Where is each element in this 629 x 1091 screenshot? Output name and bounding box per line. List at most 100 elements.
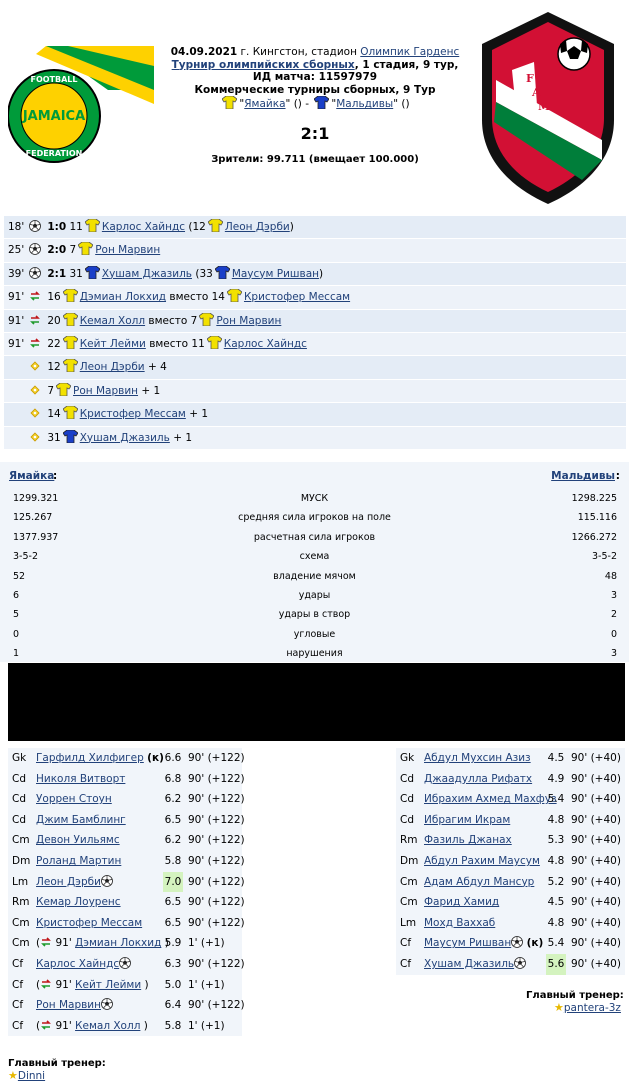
player-position: Cd bbox=[400, 813, 414, 826]
player-link[interactable]: Мохд Ваххаб bbox=[424, 916, 496, 929]
player-link[interactable]: Кристофер Мессам bbox=[36, 916, 143, 929]
stat-row: 6 удары 3 bbox=[0, 590, 629, 609]
stat-home-value: 125.267 bbox=[13, 512, 53, 524]
stat-label: удары bbox=[298, 590, 331, 601]
player-time: 90' (+122) bbox=[188, 772, 245, 785]
stat-label: угловые bbox=[293, 628, 336, 640]
player-number: 14 bbox=[47, 408, 61, 421]
assist-player-link[interactable]: Маусум Ришван bbox=[231, 267, 320, 280]
sub-text: вместо 14 bbox=[169, 291, 225, 304]
player-number: 31 bbox=[47, 431, 61, 444]
assist-icon bbox=[30, 361, 40, 371]
player-link[interactable]: Леон Дэрби bbox=[79, 361, 145, 374]
stat-row: 52 владение мячом 48 bbox=[0, 571, 629, 590]
player-link[interactable]: Хушам Джазиль bbox=[79, 431, 170, 444]
player-time: 90' (+40) bbox=[571, 793, 621, 806]
stadium-link[interactable]: Олимпик Гарденс bbox=[360, 46, 460, 58]
assist-close: ) bbox=[289, 221, 294, 233]
player-link[interactable]: Рон Марвин bbox=[36, 999, 101, 1012]
match-date: 04.09.2021 bbox=[170, 46, 238, 58]
player-link[interactable]: Рон Марвин bbox=[73, 384, 139, 397]
player-time: 90' (+122) bbox=[188, 834, 245, 847]
match-score: 2:1 bbox=[300, 124, 330, 143]
stats-away-team-link[interactable]: Мальдивы bbox=[551, 470, 615, 482]
player-in-link[interactable]: Дэмиан Локхид bbox=[79, 291, 167, 304]
player-link[interactable]: Ибрахим Ахмед Махфуз bbox=[424, 793, 557, 806]
player-link[interactable]: Фарид Хамид bbox=[424, 896, 500, 909]
player-rating: 7.0 bbox=[163, 871, 183, 893]
player-rating: 4.8 bbox=[547, 854, 565, 867]
home-coach-title: Главный тренер: bbox=[8, 1058, 106, 1069]
player-link[interactable]: Кристофер Мессам bbox=[79, 408, 186, 421]
stat-row: 1 нарушения 3 bbox=[0, 648, 629, 667]
teams-line: "Ямайка" () - "Мальдивы" () bbox=[160, 96, 470, 111]
event-row: 91' 22 Кейт Лейми вместо 11 Карлос Хайндс bbox=[4, 332, 626, 357]
home-coach-link[interactable]: Dinni bbox=[17, 1070, 46, 1082]
player-row: Rm Фазиль Джанах 5.3 90' (+40) bbox=[396, 830, 625, 851]
player-time: 90' (+122) bbox=[188, 752, 245, 764]
player-link[interactable]: Карлос Хайндс bbox=[101, 221, 186, 233]
svg-text:JAMAICA: JAMAICA bbox=[22, 109, 85, 124]
sub-text: вместо 11 bbox=[149, 337, 205, 350]
player-rating: 5.3 bbox=[547, 834, 565, 847]
away-shirt-icon bbox=[214, 265, 230, 279]
assist-count: + 1 bbox=[189, 408, 209, 421]
player-position: Dm bbox=[12, 854, 31, 867]
player-position: Cm bbox=[400, 896, 418, 909]
player-link[interactable]: Карлос Хайндс bbox=[36, 957, 120, 970]
assist-player-link[interactable]: Леон Дэрби bbox=[224, 221, 290, 233]
player-link[interactable]: Абдул Рахим Маусум bbox=[424, 854, 540, 867]
player-link[interactable]: Джим Бамблинг bbox=[36, 813, 126, 826]
player-link[interactable]: Леон Дэрби bbox=[36, 875, 101, 888]
player-link[interactable]: Адам Абдул Мансур bbox=[424, 875, 535, 888]
player-link[interactable]: Джаадулла Рифатх bbox=[424, 772, 533, 785]
match-round: , 1 стадия, 9 тур, bbox=[354, 58, 459, 71]
player-rating: 4.8 bbox=[547, 813, 565, 826]
player-time: 90' (+122) bbox=[188, 793, 245, 806]
player-link[interactable]: Девон Уильямс bbox=[36, 834, 120, 847]
away-coach-link[interactable]: pantera-3z bbox=[563, 1002, 621, 1014]
player-link[interactable]: Хушам Джазиль bbox=[101, 267, 192, 280]
player-link[interactable]: Роланд Мартин bbox=[36, 854, 122, 867]
player-time: 90' (+40) bbox=[571, 854, 621, 867]
player-in-link[interactable]: Кемал Холл bbox=[79, 314, 146, 327]
sub-minute: 91' bbox=[55, 937, 72, 950]
player-position: Rm bbox=[400, 834, 418, 847]
player-out-link[interactable]: Кристофер Мессам bbox=[243, 291, 351, 304]
player-out-link[interactable]: Рон Марвин bbox=[216, 314, 282, 327]
player-link[interactable]: Кейт Лейми bbox=[75, 978, 142, 991]
stat-away-value: 3-5-2 bbox=[592, 551, 617, 563]
player-link[interactable]: Фазиль Джанах bbox=[424, 834, 512, 847]
player-link[interactable]: Ибрагим Икрам bbox=[424, 813, 511, 826]
home-team-extra: () - bbox=[290, 98, 310, 110]
away-team-link[interactable]: Мальдивы bbox=[336, 98, 394, 110]
event-row: 39' 2:1 31 Хушам Джазиль (33 Маусум Ришван… bbox=[4, 262, 626, 287]
stats-home-team-link[interactable]: Ямайка bbox=[9, 470, 55, 482]
home-shirt-icon bbox=[62, 406, 78, 420]
player-link[interactable]: Кемар Лоуренс bbox=[36, 896, 121, 909]
player-link[interactable]: Абдул Мухсин Азиз bbox=[424, 752, 531, 764]
home-team-link[interactable]: Ямайка bbox=[244, 98, 286, 110]
player-in-link[interactable]: Кейт Лейми bbox=[79, 337, 146, 350]
assist-count: + 1 bbox=[173, 431, 193, 444]
assist-close: ) bbox=[319, 267, 324, 280]
stat-label: средняя сила игроков на поле bbox=[238, 512, 391, 524]
player-link[interactable]: Дэмиан Локхид bbox=[75, 937, 162, 950]
tournament-link[interactable]: Турнир олимпийских сборных bbox=[171, 58, 355, 71]
home-shirt-icon bbox=[84, 219, 100, 232]
home-shirt-icon bbox=[62, 312, 78, 326]
player-link[interactable]: Кемал Холл bbox=[75, 1019, 141, 1032]
player-link[interactable]: Гарфилд Хилфигер bbox=[36, 752, 144, 764]
player-link[interactable]: Хушам Джазиль bbox=[424, 957, 515, 970]
player-link[interactable]: Маусум Ришван bbox=[424, 937, 512, 950]
player-link[interactable]: Николя Витворт bbox=[36, 772, 126, 785]
player-row: Cd Уоррен Стоун 6.2 90' (+122) bbox=[8, 789, 245, 810]
player-position: Cm bbox=[12, 937, 30, 950]
stat-row: 3-5-2 схема 3-5-2 bbox=[0, 551, 629, 570]
player-out-link[interactable]: Карлос Хайндс bbox=[223, 337, 307, 350]
event-minute: 91' bbox=[8, 337, 25, 350]
player-link[interactable]: Рон Марвин bbox=[95, 244, 161, 257]
player-link[interactable]: Уоррен Стоун bbox=[36, 793, 112, 806]
player-number: 7 bbox=[69, 244, 77, 257]
stat-label: удары в створ bbox=[278, 609, 351, 621]
